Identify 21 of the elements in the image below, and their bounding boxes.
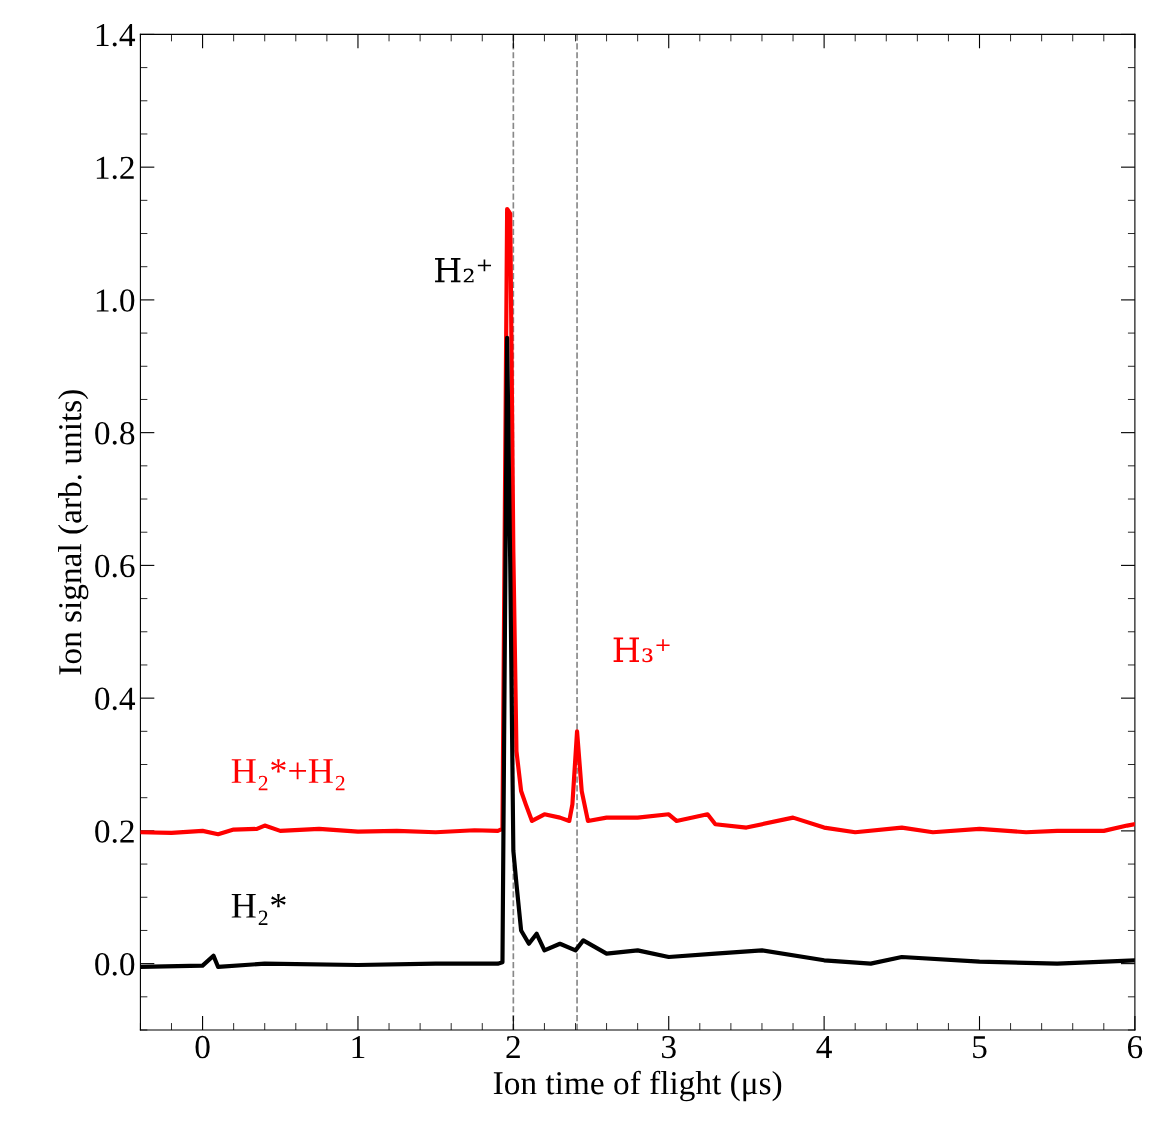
y-tick-label: 0.4 bbox=[95, 687, 136, 711]
y-tick-label: 1.2 bbox=[96, 156, 134, 180]
x-tick-label: 3 bbox=[661, 1035, 676, 1059]
x-tick-label: 2 bbox=[506, 1035, 520, 1058]
series-label: H₂*+H₂ bbox=[231, 759, 345, 791]
x-tick-label: 1 bbox=[352, 1035, 365, 1058]
annotation: H₂⁺ bbox=[435, 257, 492, 283]
annotation: H₃⁺ bbox=[613, 637, 670, 663]
y-tick-label: 0.6 bbox=[95, 554, 135, 578]
y-tick-label: 1.4 bbox=[96, 23, 136, 47]
x-tick-label: 5 bbox=[973, 1036, 987, 1059]
x-tick-label: 0 bbox=[195, 1035, 210, 1059]
y-tick-label: 0.2 bbox=[95, 820, 134, 843]
y-tick-label: 1.0 bbox=[96, 289, 135, 312]
x-tick-label: 6 bbox=[1127, 1035, 1143, 1059]
series-label: H₂* bbox=[231, 893, 286, 925]
y-tick-label: 0.8 bbox=[95, 422, 135, 445]
x-tick-label: 4 bbox=[816, 1036, 832, 1058]
x-axis-title: Ion time of flight (μs) bbox=[493, 1070, 782, 1102]
y-axis-title: Ion signal (arb. units) bbox=[58, 390, 89, 675]
y-tick-label: 0.0 bbox=[95, 953, 135, 976]
